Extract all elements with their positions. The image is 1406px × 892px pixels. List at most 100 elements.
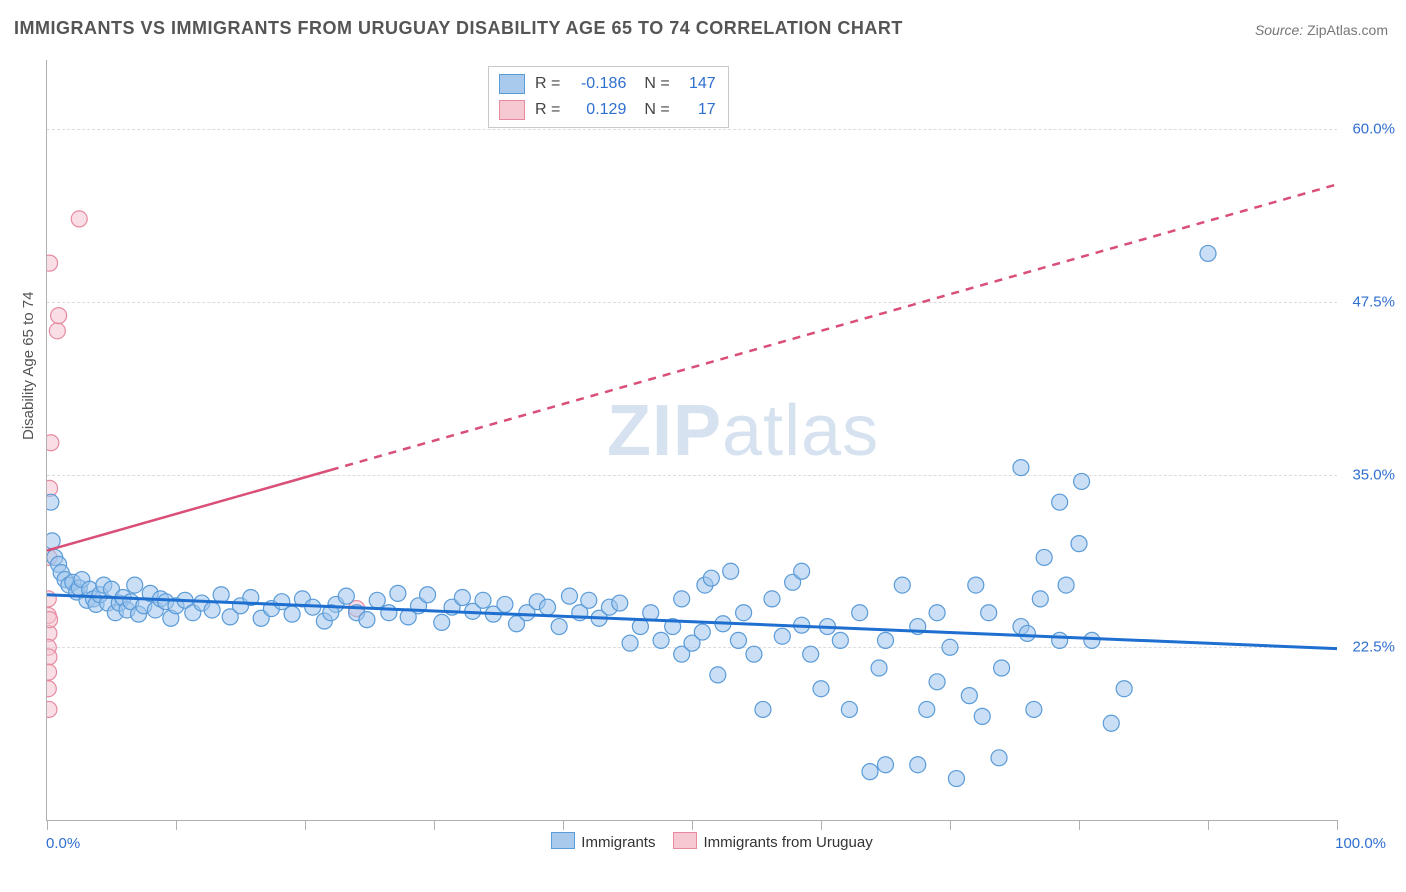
data-point <box>497 596 513 612</box>
data-point <box>878 632 894 648</box>
data-point <box>369 592 385 608</box>
y-tick-label: 22.5% <box>1352 639 1395 656</box>
data-point <box>71 211 87 227</box>
source-label: Source: <box>1255 22 1303 38</box>
data-point <box>910 757 926 773</box>
data-point <box>47 494 59 510</box>
data-point <box>47 255 58 271</box>
legend-swatch <box>673 832 697 849</box>
data-point <box>434 614 450 630</box>
source-credit: Source: ZipAtlas.com <box>1255 22 1388 38</box>
data-point <box>862 764 878 780</box>
data-point <box>47 649 57 665</box>
data-point <box>47 681 56 697</box>
data-point <box>723 563 739 579</box>
data-point <box>47 435 59 451</box>
data-point <box>968 577 984 593</box>
data-point <box>674 591 690 607</box>
data-point <box>581 592 597 608</box>
y-tick-label: 35.0% <box>1352 466 1395 483</box>
r-value: 0.129 <box>570 97 626 123</box>
data-point <box>764 591 780 607</box>
data-point <box>878 757 894 773</box>
data-point <box>47 612 58 628</box>
data-point <box>1019 625 1035 641</box>
data-point <box>1026 701 1042 717</box>
data-point <box>540 599 556 615</box>
data-point <box>653 632 669 648</box>
legend-label: Immigrants from Uruguay <box>703 834 872 851</box>
r-label: R = <box>535 97 560 123</box>
data-point <box>561 588 577 604</box>
x-tick <box>1079 820 1080 830</box>
data-point <box>1036 549 1052 565</box>
data-point <box>1103 715 1119 731</box>
data-point <box>49 323 65 339</box>
x-tick <box>563 820 564 830</box>
data-point <box>794 563 810 579</box>
x-tick <box>1208 820 1209 830</box>
data-point <box>47 591 56 607</box>
stats-row: R =-0.186N =147 <box>499 71 716 97</box>
x-tick <box>47 820 48 830</box>
data-point <box>730 632 746 648</box>
data-point <box>852 605 868 621</box>
data-point <box>420 587 436 603</box>
n-label: N = <box>644 97 669 123</box>
data-point <box>359 612 375 628</box>
data-point <box>929 605 945 621</box>
x-tick <box>305 820 306 830</box>
x-tick <box>434 820 435 830</box>
data-point <box>929 674 945 690</box>
y-tick-label: 60.0% <box>1352 121 1395 138</box>
r-value: -0.186 <box>570 71 626 97</box>
chart-title: IMMIGRANTS VS IMMIGRANTS FROM URUGUAY DI… <box>14 18 903 39</box>
y-axis-title: Disability Age 65 to 74 <box>20 292 37 440</box>
n-value: 17 <box>680 97 716 123</box>
data-point <box>284 606 300 622</box>
data-point <box>774 628 790 644</box>
data-point <box>475 592 491 608</box>
data-point <box>1032 591 1048 607</box>
r-label: R = <box>535 71 560 97</box>
data-point <box>981 605 997 621</box>
data-point <box>204 602 220 618</box>
x-tick <box>950 820 951 830</box>
data-point <box>710 667 726 683</box>
data-point <box>894 577 910 593</box>
data-point <box>612 595 628 611</box>
data-point <box>994 660 1010 676</box>
data-point <box>1084 632 1100 648</box>
legend-label: Immigrants <box>581 834 655 851</box>
data-point <box>1071 536 1087 552</box>
data-point <box>47 701 57 717</box>
stats-legend-box: R = -0.186 N = 147R = 0.129 N = 17 <box>488 66 729 128</box>
legend-swatch <box>551 832 575 849</box>
bottom-legend: Immigrants Immigrants from Uruguay <box>0 832 1406 851</box>
legend-swatch <box>499 100 525 120</box>
data-point <box>47 664 57 680</box>
data-point <box>1058 577 1074 593</box>
source-site: ZipAtlas.com <box>1307 22 1388 38</box>
data-point <box>1200 245 1216 261</box>
trend-line <box>47 470 331 551</box>
legend-swatch <box>499 74 525 94</box>
x-tick <box>821 820 822 830</box>
data-point <box>961 688 977 704</box>
data-point <box>694 624 710 640</box>
n-value: 147 <box>680 71 716 97</box>
data-point <box>51 308 67 324</box>
plot-area: 22.5%35.0%47.5%60.0% ZIPatlas <box>46 60 1337 821</box>
data-point <box>974 708 990 724</box>
trend-line <box>331 184 1337 470</box>
x-tick <box>692 820 693 830</box>
data-point <box>703 570 719 586</box>
data-point <box>622 635 638 651</box>
data-point <box>832 632 848 648</box>
chart-svg <box>47 60 1337 820</box>
x-tick <box>1337 820 1338 830</box>
data-point <box>1052 632 1068 648</box>
data-point <box>813 681 829 697</box>
data-point <box>551 619 567 635</box>
stats-row: R = 0.129 N = 17 <box>499 97 716 123</box>
